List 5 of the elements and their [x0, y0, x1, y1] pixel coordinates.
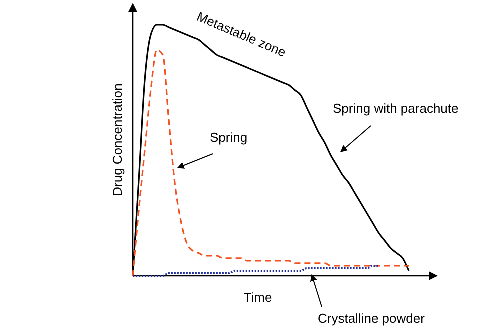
text: Spring	[210, 130, 248, 145]
x-axis-title: Time	[244, 290, 272, 305]
text: Crystalline powder	[318, 311, 426, 326]
series-label: Spring with parachute	[333, 101, 459, 116]
y-axis-title: Drug Concentration	[110, 84, 125, 196]
